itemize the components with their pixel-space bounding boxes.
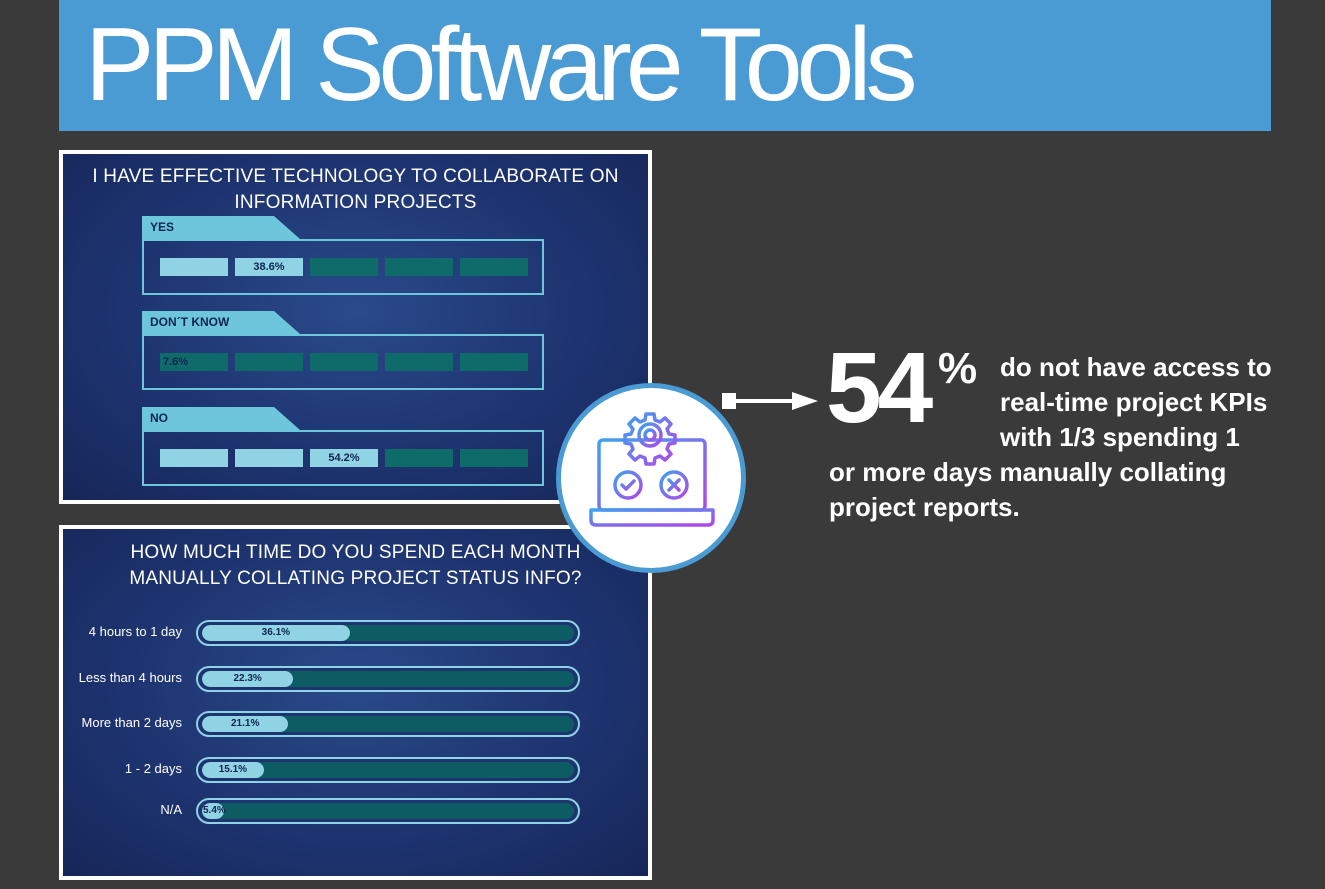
- bar-segment: [160, 449, 228, 467]
- bar-segment: 54.2%: [310, 449, 378, 467]
- bar-segment: [235, 353, 303, 371]
- bar-track: 36.1%: [196, 620, 580, 646]
- group-label-tab: DON´T KNOW: [142, 311, 300, 334]
- data-label: 36.1%: [261, 627, 291, 638]
- bar-track: 21.1%: [196, 711, 580, 737]
- bar: [202, 716, 289, 732]
- data-label: 7.6%: [163, 356, 189, 368]
- time-chart-title-line-2: MANUALLY COLLATING PROJECT STATUS INFO?: [129, 568, 582, 589]
- bar-category-label: More than 2 days: [81, 715, 182, 730]
- group-label-tab: YES: [142, 216, 300, 239]
- data-label: 5.4%: [203, 805, 226, 816]
- data-label: 22.3%: [233, 673, 262, 684]
- bar-segment: [460, 353, 528, 371]
- bar-segment: 38.6%: [235, 258, 303, 276]
- time-chart-panel: HOW MUCH TIME DO YOU SPEND EACH MONTH MA…: [59, 525, 652, 880]
- bar-segment: [310, 353, 378, 371]
- callout-line-4: or more days manually collating: [829, 457, 1227, 487]
- bar: [202, 625, 350, 641]
- bar-background: 36.1%: [202, 625, 574, 641]
- bar: [202, 671, 294, 687]
- technology-chart-title: I HAVE EFFECTIVE TECHNOLOGY TO COLLABORA…: [63, 164, 648, 216]
- technology-chart-title-line-1: I HAVE EFFECTIVE TECHNOLOGY TO COLLABORA…: [92, 166, 619, 187]
- bar-category-label: 1 - 2 days: [124, 761, 182, 776]
- data-label: 54.2%: [328, 452, 360, 464]
- bar-segment: [310, 258, 378, 276]
- technology-chart-title-line-2: INFORMATION PROJECTS: [234, 192, 477, 213]
- data-label: 38.6%: [253, 261, 285, 273]
- bar: [202, 803, 225, 819]
- callout-line-2: real-time project KPIs: [1000, 387, 1268, 417]
- bar-segment: [460, 449, 528, 467]
- title-banner: PPM Software Tools: [59, 0, 1271, 131]
- group-label: DON´T KNOW: [150, 315, 230, 329]
- bar-segment: 7.6%: [160, 353, 228, 371]
- bar-segment: [160, 258, 228, 276]
- bar-track: 5.4%: [196, 798, 580, 824]
- bar-category-label: N/A: [160, 802, 182, 817]
- laptop-gear-check-cross-icon: [556, 383, 746, 573]
- bar: [202, 762, 264, 778]
- bar-background: 5.4%: [202, 803, 574, 819]
- group-box: 54.2%: [142, 430, 544, 486]
- bar-segment: [385, 258, 453, 276]
- bar-background: 15.1%: [202, 762, 574, 778]
- group-box: 38.6%: [142, 239, 544, 295]
- arrow-right-icon: [722, 392, 818, 410]
- bar-background: 21.1%: [202, 716, 574, 732]
- data-label: 15.1%: [218, 764, 248, 775]
- bar-track: 15.1%: [196, 757, 580, 783]
- technology-chart-panel: I HAVE EFFECTIVE TECHNOLOGY TO COLLABORA…: [59, 150, 652, 504]
- group-label: NO: [150, 411, 168, 425]
- time-chart-title: HOW MUCH TIME DO YOU SPEND EACH MONTH MA…: [63, 540, 648, 592]
- bar-category-label: 4 hours to 1 day: [88, 624, 182, 639]
- callout-big-number: 54: [826, 332, 933, 444]
- group-label: YES: [150, 220, 175, 234]
- callout-line-5: project reports.: [829, 492, 1020, 522]
- page-title: PPM Software Tools: [85, 7, 917, 123]
- time-chart-title-line-1: HOW MUCH TIME DO YOU SPEND EACH MONTH: [130, 542, 581, 563]
- bar-track: 22.3%: [196, 666, 580, 692]
- group-box: 7.6%: [142, 334, 544, 390]
- bar-background: 22.3%: [202, 671, 574, 687]
- group-label-tab: NO: [142, 407, 300, 430]
- callout-percent-sign: %: [938, 344, 978, 393]
- bar-segment: [385, 353, 453, 371]
- data-label: 21.1%: [230, 718, 260, 729]
- bar-segment: [385, 449, 453, 467]
- bar-segment: [460, 258, 528, 276]
- callout-line-1: do not have access to: [1000, 352, 1272, 382]
- bar-category-label: Less than 4 hours: [78, 670, 182, 685]
- bar-segment: [235, 449, 303, 467]
- callout-line-3: with 1/3 spending 1: [1000, 422, 1240, 452]
